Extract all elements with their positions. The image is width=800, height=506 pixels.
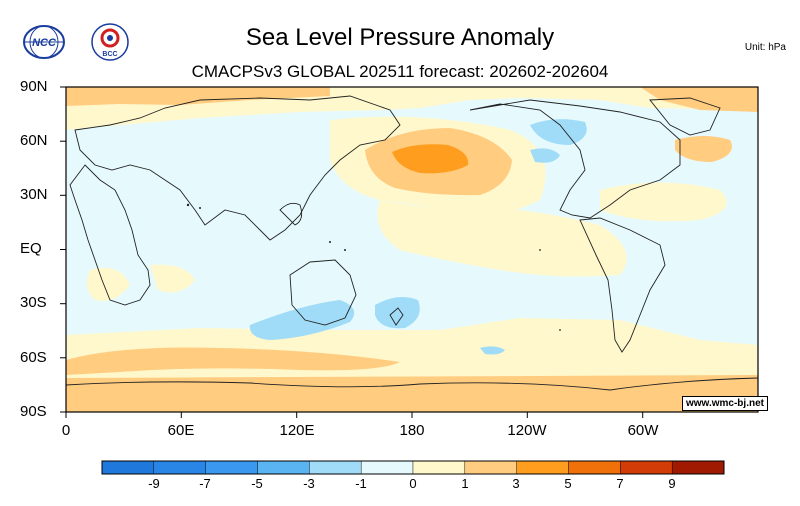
islands: [186, 203, 561, 331]
lon-label-120w: 120W: [507, 422, 547, 439]
colorbar-swatch: [464, 460, 517, 475]
colorbar-label: 3: [512, 476, 520, 491]
lon-label-120e: 120E: [279, 422, 315, 439]
lon-ticks: [65, 412, 644, 418]
bcc-logo-text: BCC: [102, 51, 117, 58]
colorbar-swatch: [309, 460, 362, 475]
colorbar-label: 9: [668, 476, 676, 491]
lat-label-30n: 30N: [20, 186, 48, 203]
colorbar-label: -1: [355, 476, 367, 491]
colorbar-label: -3: [303, 476, 315, 491]
colorbar-swatch: [516, 460, 569, 475]
colorbar-frame: [101, 460, 725, 475]
lat-label-30s: 30S: [20, 294, 47, 311]
bcc-logo: BCC: [90, 22, 130, 62]
colorbar-label: -9: [148, 476, 160, 491]
lon-label-60e: 60E: [167, 422, 195, 439]
lon-label-0: 0: [61, 422, 71, 439]
ncc-logo: NCC: [22, 22, 65, 62]
lat-label-eq: EQ: [20, 240, 42, 257]
colorbar-swatch: [360, 460, 414, 475]
colorbar-label: 1: [461, 476, 469, 491]
moderate-negative-zones: [249, 119, 587, 355]
colorbar-label: 5: [564, 476, 572, 491]
colorbar-swatch: [153, 460, 206, 475]
colorbar-label: 7: [616, 476, 624, 491]
colorbar-swatch: [568, 460, 621, 475]
colorbar-swatch: [412, 460, 466, 475]
lon-label-60w: 60W: [627, 422, 659, 439]
lat-label-60s: 60S: [20, 349, 47, 366]
coastlines: [66, 95, 758, 391]
colorbar-swatch: [620, 460, 673, 475]
lat-label-60n: 60N: [20, 132, 48, 149]
unit-label: Unit: hPa: [744, 42, 786, 53]
colorbar-label: 0: [409, 476, 417, 491]
lat-label-90s: 90S: [20, 403, 47, 420]
strong-positive-zone: [392, 144, 469, 174]
colorbar-swatch: [257, 460, 310, 475]
lat-label-90n: 90N: [20, 78, 48, 95]
colorbar-swatch: [671, 460, 725, 475]
lon-label-180: 180: [399, 422, 425, 439]
map-title: Sea Level Pressure Anomaly: [245, 24, 555, 51]
ncc-logo-text: NCC: [32, 37, 57, 49]
colorbar-swatch: [205, 460, 258, 475]
lat-ticks: [60, 86, 66, 413]
colorbar-label: -7: [199, 476, 211, 491]
colorbar-swatch: [101, 460, 155, 475]
colorbar-label: -5: [251, 476, 263, 491]
watermark: www.wmc-bj.net: [682, 396, 768, 411]
map-subtitle: CMACPSv3 GLOBAL 202511 forecast: 202602-…: [191, 62, 609, 81]
